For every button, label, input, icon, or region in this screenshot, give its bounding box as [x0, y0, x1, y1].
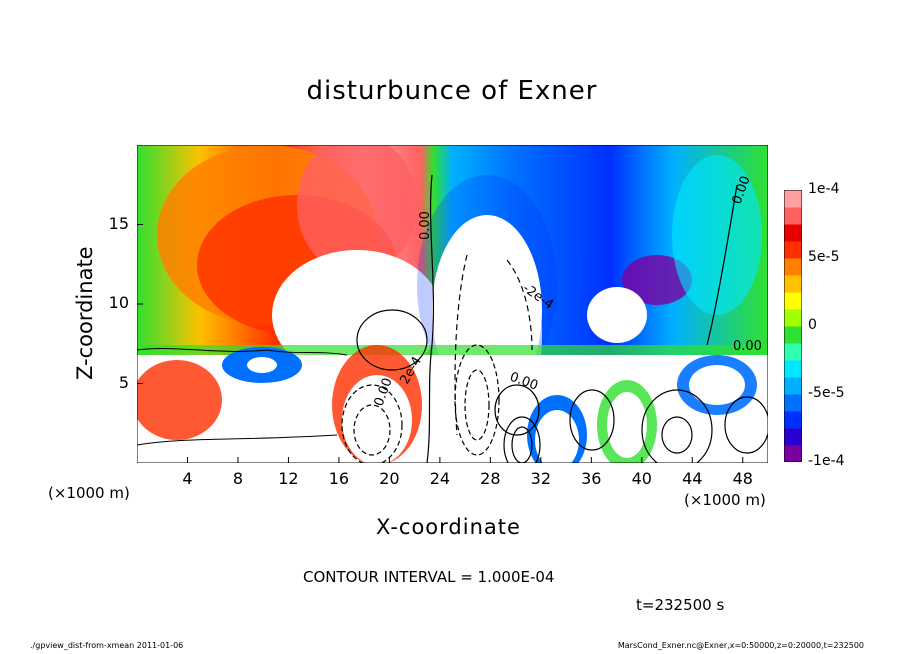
y-tick-label: 15 — [108, 213, 129, 233]
footer-right: MarsCond_Exner.nc@Exner,x=0:50000,z=0:20… — [617, 641, 864, 650]
colorbar-swatch — [784, 377, 802, 395]
colorbar-swatch — [784, 343, 802, 361]
field-region — [607, 392, 647, 458]
field-region — [535, 410, 579, 463]
contour-line — [641, 389, 713, 463]
contour-line — [494, 384, 540, 436]
contour-label: 0.00 — [733, 339, 762, 354]
contour-interval: CONTOUR INTERVAL = 1.000E-04 — [303, 568, 555, 586]
field-region — [342, 375, 412, 463]
colorbar-swatch — [784, 309, 802, 327]
colorbar-swatch — [784, 411, 802, 429]
x-tick-label: 32 — [530, 469, 551, 488]
x-tick-label: 8 — [232, 469, 244, 488]
x-unit-left: (×1000 m) — [48, 484, 130, 502]
field-region — [622, 255, 692, 305]
colorbar-tick-label: 1e-4 — [808, 181, 840, 197]
colorbar-swatch — [784, 224, 802, 242]
colorbar-swatch — [784, 190, 802, 208]
field-region — [297, 145, 417, 275]
colorbar-swatch — [784, 445, 802, 462]
contour-label: 0.00 — [418, 211, 433, 240]
y-tick-label: 5 — [118, 372, 129, 392]
colorbar-swatch — [784, 207, 802, 225]
contour-line — [661, 416, 693, 454]
x-tick-label: 24 — [429, 469, 451, 488]
colorbar-swatch — [784, 428, 802, 446]
colorbar — [784, 190, 802, 462]
colorbar-swatch — [784, 326, 802, 344]
contour-line — [137, 434, 338, 446]
contour-line — [511, 426, 533, 463]
colorbar-tick-label: -5e-5 — [808, 385, 845, 401]
contour-line — [356, 309, 428, 371]
colorbar-swatch — [784, 258, 802, 276]
contour-line — [426, 174, 435, 463]
colorbar-swatch — [784, 394, 802, 412]
contour-line — [569, 389, 615, 451]
footer-left: ./gpview_dist-from-xmean 2011-01-06 — [30, 641, 184, 650]
colorbar-tick-label: 5e-5 — [808, 249, 840, 265]
contour-line — [454, 344, 500, 456]
x-tick-label: 36 — [581, 469, 602, 488]
contour-line — [464, 369, 490, 441]
colorbar-swatch — [784, 241, 802, 259]
y-tick-label: 10 — [108, 293, 129, 312]
time-stamp: t=232500 s — [636, 596, 725, 614]
x-tick-label: 44 — [682, 469, 703, 488]
colorbar-tick-label: 0 — [808, 317, 817, 333]
chart-title: disturbunce of Exner — [306, 76, 598, 106]
contour-line — [353, 404, 391, 456]
colorbar-tick-label: -1e-4 — [808, 453, 845, 469]
x-tick-label: 12 — [278, 469, 299, 488]
x-tick-label: 20 — [379, 469, 400, 488]
field-region — [247, 357, 277, 373]
x-tick-label: 40 — [631, 469, 652, 488]
contour-line — [503, 416, 541, 463]
field-region — [689, 365, 745, 405]
y-axis-label: Z-coordinate — [73, 246, 97, 380]
field-region — [672, 155, 762, 315]
x-tick-label: 4 — [182, 469, 193, 488]
field-region — [137, 360, 222, 440]
plot-ticks — [137, 224, 744, 463]
x-tick-label: 16 — [328, 469, 350, 488]
contour-line — [706, 184, 738, 346]
colorbar-swatch — [784, 292, 802, 310]
colorbar-swatch — [784, 275, 802, 293]
x-tick-label: 28 — [480, 469, 501, 488]
contour-line — [724, 396, 768, 454]
colorbar-swatch — [784, 360, 802, 378]
contour-line — [137, 348, 348, 356]
x-unit-right: (×1000 m) — [684, 491, 766, 509]
field-saturated-low — [587, 287, 647, 343]
x-axis-label: X-coordinate — [376, 515, 521, 539]
x-tick-label: 48 — [732, 469, 753, 488]
contour-line — [341, 384, 403, 463]
